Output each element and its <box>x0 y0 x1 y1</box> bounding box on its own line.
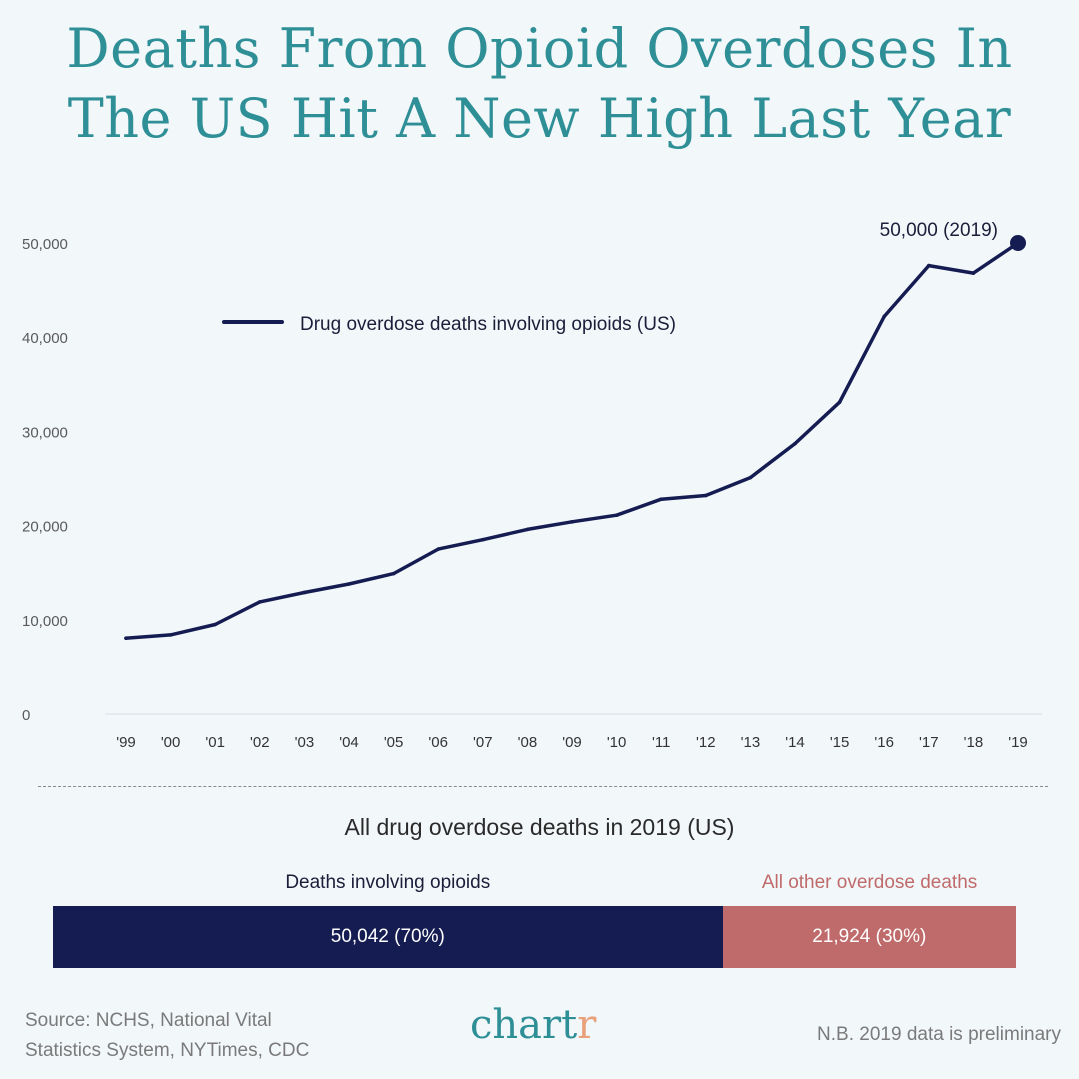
x-tick-label: '09 <box>562 734 582 751</box>
data-point <box>614 513 619 518</box>
legend: Drug overdose deaths involving opioids (… <box>222 314 676 335</box>
breakdown-title: All drug overdose deaths in 2019 (US) <box>344 814 735 840</box>
line-chart: 0 10,000 20,000 30,000 40,000 50,000 '99 '00 '0… <box>22 220 1042 751</box>
data-point <box>882 314 886 319</box>
data-point <box>837 400 842 404</box>
x-tick-label: '06 <box>428 734 448 751</box>
data-point <box>525 527 530 532</box>
x-tick-label: '00 <box>161 734 181 751</box>
x-tick-label: '99 <box>116 734 136 751</box>
chartr-logo: chartr <box>470 1002 596 1048</box>
x-tick-label: '02 <box>250 734 270 751</box>
preliminary-note: N.B. 2019 data is preliminary <box>817 1024 1061 1045</box>
logo-accent: r <box>577 1002 597 1048</box>
x-tick-label: '13 <box>741 734 761 751</box>
data-point <box>748 475 753 480</box>
stacked-bar: 50,042 (70%) 21,924 (30%) <box>53 906 1016 968</box>
x-tick-label: '01 <box>205 734 225 751</box>
y-tick-label: 50,000 <box>22 236 68 253</box>
x-axis-ticks: '99 '00 '01 '02 '03 '04 '05 '06 '07 '08 '09 '10 '11 '… <box>116 734 1028 751</box>
title-line-1: Deaths From Opioid Overdoses In <box>66 17 1013 80</box>
other-segment: 21,924 (30%) <box>722 906 1016 968</box>
series-opioid-deaths <box>124 235 1026 640</box>
data-point <box>258 600 262 604</box>
y-tick-label: 20,000 <box>22 519 68 536</box>
x-tick-label: '08 <box>518 734 538 751</box>
data-point <box>481 537 485 542</box>
data-point <box>570 520 574 524</box>
x-tick-label: '19 <box>1008 734 1028 751</box>
x-tick-label: '11 <box>652 734 670 751</box>
data-point <box>168 633 173 637</box>
data-point <box>213 622 217 627</box>
x-tick-label: '18 <box>964 734 984 751</box>
x-tick-label: '17 <box>919 734 939 751</box>
source-line-2: Statistics System, NYTimes, CDC <box>25 1040 310 1061</box>
x-tick-label: '03 <box>295 734 315 751</box>
chart-title: Deaths From Opioid Overdoses In The US H… <box>0 14 1079 154</box>
data-point <box>391 571 396 576</box>
data-point <box>704 493 708 498</box>
x-tick-label: '12 <box>696 734 716 751</box>
y-tick-label: 30,000 <box>22 424 68 441</box>
endpoint-marker <box>1010 235 1026 251</box>
x-tick-label: '07 <box>473 734 493 751</box>
title-line-2: The US Hit A New High Last Year <box>67 87 1012 150</box>
dashed-divider <box>38 786 1048 787</box>
data-point <box>793 441 797 446</box>
opioid-segment-value: 50,042 (70%) <box>330 926 445 947</box>
data-point <box>302 590 307 595</box>
data-point <box>659 497 663 502</box>
y-tick-label: 0 <box>22 707 30 724</box>
x-tick-label: '05 <box>384 734 404 751</box>
opioid-segment-label: Deaths involving opioids <box>285 872 491 893</box>
data-point <box>436 547 441 551</box>
data-point <box>124 636 128 640</box>
y-tick-label: 40,000 <box>22 330 68 347</box>
source-line-1: Source: NCHS, National Vital <box>25 1010 272 1031</box>
x-tick-label: '16 <box>874 734 894 751</box>
y-axis-ticks: 0 10,000 20,000 30,000 40,000 50,000 <box>22 236 68 724</box>
data-point <box>927 263 931 268</box>
x-tick-label: '04 <box>339 734 359 751</box>
series-line <box>124 241 1020 640</box>
logo-main: chart <box>470 1002 578 1048</box>
data-point <box>971 271 976 275</box>
other-segment-value: 21,924 (30%) <box>812 926 927 947</box>
x-tick-label: '10 <box>607 734 627 751</box>
x-tick-label: '15 <box>830 734 850 751</box>
data-point <box>347 582 351 586</box>
opioid-segment: 50,042 (70%) <box>53 906 723 968</box>
source-text: Source: NCHS, National Vital Statistics … <box>25 1006 385 1066</box>
legend-label: Drug overdose deaths involving opioids (… <box>300 314 676 335</box>
other-segment-label: All other overdose deaths <box>761 872 978 893</box>
y-tick-label: 10,000 <box>22 613 68 630</box>
annotation-2019: 50,000 (2019) <box>880 220 998 241</box>
x-tick-label: '14 <box>785 734 805 751</box>
